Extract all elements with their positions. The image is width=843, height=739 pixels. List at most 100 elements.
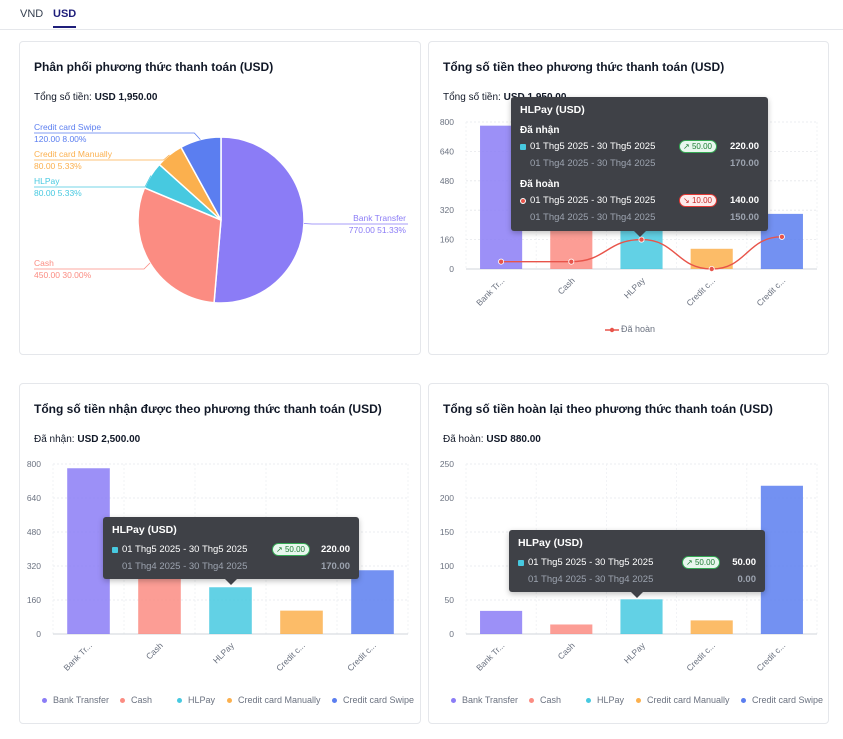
x-tick-label: Credit c... <box>684 640 717 673</box>
trend-down-icon: ↘ <box>683 196 690 205</box>
legend-label: Cash <box>131 695 153 705</box>
tab-vnd[interactable]: VND <box>20 8 44 20</box>
total-value: USD 2,500.00 <box>77 434 141 445</box>
change-badge-up: ↗ 50.00 <box>679 140 717 153</box>
total-label: Đã nhận: <box>34 434 75 445</box>
series-swatch <box>518 560 524 566</box>
y-tick-label: 250 <box>440 459 454 469</box>
range-label: 01 Thg4 2025 - 30 Thg4 2025 <box>122 561 248 572</box>
legend-swatch <box>42 698 47 703</box>
x-tick-label: Cash <box>556 275 577 296</box>
legend-swatch <box>227 698 232 703</box>
total-label: Tổng số tiền: <box>443 92 501 103</box>
tooltip-row-previous: 01 Thg4 2025 - 30 Thg4 2025 170.00 <box>112 561 350 575</box>
tooltip-row-previous: 01 Thg4 2025 - 30 Thg4 2025 0.00 <box>518 574 756 588</box>
bar-credit-card-manually <box>280 610 323 634</box>
tooltip-section-received: Đã nhận <box>520 125 560 136</box>
received-by-method-card: Tổng số tiền nhận được theo phương thức … <box>19 383 421 724</box>
legend-swatch <box>586 698 591 703</box>
y-tick-label: 0 <box>449 264 454 274</box>
legend-swatch <box>120 698 125 703</box>
pie-slice-bank-transfer <box>213 136 305 304</box>
x-tick-label: Cash <box>556 640 577 661</box>
pie-leader-line <box>34 175 152 188</box>
pie-label-name: Credit card Manually <box>34 149 113 159</box>
range-label: 01 Thg5 2025 - 30 Thg5 2025 <box>528 557 654 568</box>
legend-label: Đã hoàn <box>621 324 656 334</box>
tooltip-section-refund: Đã hoàn <box>520 179 560 190</box>
pie-label-value: 80.00 5.33% <box>34 188 82 198</box>
legend-swatch <box>451 698 456 703</box>
y-tick-label: 50 <box>445 595 455 605</box>
refunded-by-method-card: Tổng số tiền hoàn lại theo phương thức t… <box>428 383 829 724</box>
refund-point <box>778 233 785 240</box>
previous-value: 150.00 <box>729 212 759 223</box>
y-tick-label: 800 <box>440 117 454 127</box>
card-total: Tổng số tiền: USD 1,950.00 <box>34 92 157 103</box>
series-swatch <box>520 198 526 204</box>
y-tick-label: 160 <box>27 595 41 605</box>
x-tick-label: Cash <box>144 640 165 661</box>
x-tick-label: HLPay <box>622 640 648 666</box>
pie-label-name: HLPay <box>34 176 60 186</box>
legend-label: Credit card Swipe <box>343 695 415 705</box>
y-tick-label: 640 <box>440 146 454 156</box>
bar-credit-card-manually <box>690 248 733 269</box>
legend-label: Credit card Manually <box>647 695 730 705</box>
bar-hlpay <box>209 587 252 634</box>
range-label: 01 Thg4 2025 - 30 Thg4 2025 <box>528 574 654 585</box>
pie-label-value: 120.00 8.00% <box>34 134 87 144</box>
card-total: Đã hoàn: USD 880.00 <box>443 434 541 445</box>
trend-up-icon: ↗ <box>683 142 690 151</box>
card-title: Tổng số tiền nhận được theo phương thức … <box>34 402 382 416</box>
refund-point <box>638 236 645 243</box>
total-label: Tổng số tiền: <box>34 92 92 103</box>
legend-label: HLPay <box>597 695 625 705</box>
range-label: 01 Thg4 2025 - 30 Thg4 2025 <box>530 212 656 223</box>
total-by-method-card: Tổng số tiền theo phương thức thanh toán… <box>428 41 829 355</box>
previous-value: 170.00 <box>729 158 759 169</box>
current-value: 220.00 <box>729 141 759 152</box>
tooltip-row-current: 01 Thg5 2025 - 30 Thg5 2025 ↗ 50.00 50.0… <box>518 556 756 571</box>
tooltip-row-previous: 01 Thg4 2025 - 30 Thg4 2025 170.00 <box>520 158 759 172</box>
tooltip-title: HLPay (USD) <box>520 104 585 116</box>
refund-point <box>708 265 715 272</box>
card-title: Phân phối phương thức thanh toán (USD) <box>34 60 274 74</box>
trend-up-icon: ↗ <box>686 558 693 567</box>
payment-distribution-card: Phân phối phương thức thanh toán (USD) T… <box>19 41 421 355</box>
bar-cash <box>138 570 181 634</box>
bar-credit-card-swipe <box>760 485 803 634</box>
x-tick-label: Bank Tr... <box>61 640 93 672</box>
range-label: 01 Thg5 2025 - 30 Thg5 2025 <box>122 544 248 555</box>
card-title: Tổng số tiền theo phương thức thanh toán… <box>443 60 725 74</box>
pie-slice-cash <box>137 186 222 304</box>
y-tick-label: 160 <box>440 235 454 245</box>
y-tick-label: 480 <box>440 176 454 186</box>
y-tick-label: 150 <box>440 527 454 537</box>
range-label: 01 Thg5 2025 - 30 Thg5 2025 <box>530 141 656 152</box>
current-value: 50.00 <box>732 557 756 568</box>
x-tick-label: Bank Tr... <box>474 640 506 672</box>
total-label: Đã hoàn: <box>443 434 484 445</box>
card-total: Đã nhận: USD 2,500.00 <box>34 434 140 445</box>
pie-leader-line <box>303 223 408 225</box>
pie-label-value: 80.00 5.33% <box>34 161 82 171</box>
bar-bank-transfer <box>480 610 523 634</box>
x-tick-label: Credit c... <box>274 640 307 673</box>
legend-label: Bank Transfer <box>53 695 110 705</box>
previous-value: 170.00 <box>320 561 350 572</box>
series-swatch <box>520 144 526 150</box>
legend-swatch <box>177 698 182 703</box>
y-tick-label: 480 <box>27 527 41 537</box>
pie-label-value: 450.00 30.00% <box>34 270 92 280</box>
x-tick-label: HLPay <box>622 275 648 301</box>
change-badge-up: ↗ 50.00 <box>682 556 720 569</box>
chart-tooltip: HLPay (USD) 01 Thg5 2025 - 30 Thg5 2025 … <box>103 517 359 585</box>
currency-tabs: VND USD <box>0 0 843 30</box>
y-tick-label: 800 <box>27 459 41 469</box>
legend-swatch <box>741 698 746 703</box>
tab-usd[interactable]: USD <box>53 8 77 28</box>
tooltip-row-current: 01 Thg5 2025 - 30 Thg5 2025 ↗ 50.00 220.… <box>112 543 350 558</box>
pie-label-name: Credit card Swipe <box>34 122 101 132</box>
bar-credit-card-swipe <box>351 570 394 634</box>
